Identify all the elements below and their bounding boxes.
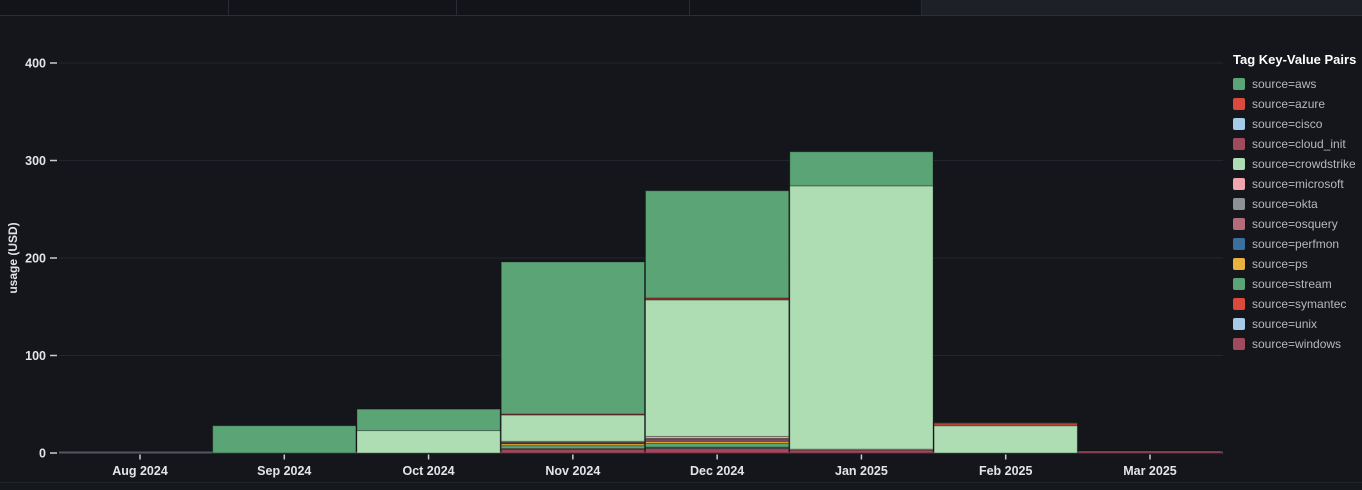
bar-segment-windows[interactable]: [646, 449, 789, 453]
bar-segment-aws[interactable]: [934, 423, 1077, 424]
bar-segment-crowdstrike[interactable]: [934, 426, 1077, 453]
legend-item-windows[interactable]: source=windows: [1233, 334, 1361, 354]
bar-segment-windows[interactable]: [501, 450, 644, 453]
legend-swatch-icon: [1233, 258, 1245, 270]
legend-swatch-icon: [1233, 198, 1245, 210]
legend-item-okta[interactable]: source=okta: [1233, 194, 1361, 214]
legend-swatch-icon: [1233, 238, 1245, 250]
legend-item-microsoft[interactable]: source=microsoft: [1233, 174, 1361, 194]
legend-item-cloud_init[interactable]: source=cloud_init: [1233, 134, 1361, 154]
y-tick-label: 0: [39, 447, 46, 461]
legend-item-label: source=symantec: [1252, 297, 1346, 311]
bar-segment-windows[interactable]: [1078, 451, 1221, 453]
legend-item-ps[interactable]: source=ps: [1233, 254, 1361, 274]
legend-swatch-icon: [1233, 178, 1245, 190]
x-tick-label: Mar 2025: [1123, 464, 1177, 478]
chart-legend: Tag Key-Value Pairs source=aws source=azu…: [1233, 52, 1361, 354]
y-tick-label: 200: [25, 252, 46, 266]
legend-item-stream[interactable]: source=stream: [1233, 274, 1361, 294]
x-tick-label: Jan 2025: [835, 464, 888, 478]
x-tick-label: Feb 2025: [979, 464, 1033, 478]
y-axis-title: usage (USD): [6, 222, 20, 293]
legend-items: source=aws source=azure source=cisco source…: [1233, 74, 1361, 354]
bar-segment-crowdstrike[interactable]: [357, 431, 500, 453]
legend-item-label: source=perfmon: [1252, 237, 1339, 251]
bar-segment-stream[interactable]: [646, 443, 789, 447]
legend-item-label: source=ps: [1252, 257, 1308, 271]
legend-item-azure[interactable]: source=azure: [1233, 94, 1361, 114]
legend-item-label: source=cisco: [1252, 117, 1322, 131]
legend-item-aws[interactable]: source=aws: [1233, 74, 1361, 94]
legend-title: Tag Key-Value Pairs: [1233, 52, 1361, 67]
x-tick-label: Nov 2024: [545, 464, 600, 478]
legend-item-label: source=unix: [1252, 317, 1317, 331]
legend-swatch-icon: [1233, 118, 1245, 130]
x-tick-label: Oct 2024: [403, 464, 455, 478]
bar-segment-aws[interactable]: [646, 191, 789, 298]
legend-swatch-icon: [1233, 158, 1245, 170]
bar-segment-crowdstrike[interactable]: [790, 186, 933, 449]
x-tick-label: Dec 2024: [690, 464, 744, 478]
legend-swatch-icon: [1233, 138, 1245, 150]
legend-swatch-icon: [1233, 278, 1245, 290]
legend-swatch-icon: [1233, 98, 1245, 110]
legend-swatch-icon: [1233, 218, 1245, 230]
legend-item-osquery[interactable]: source=osquery: [1233, 214, 1361, 234]
legend-item-label: source=okta: [1252, 197, 1318, 211]
legend-item-crowdstrike[interactable]: source=crowdstrike: [1233, 154, 1361, 174]
bar-segment-crowdstrike[interactable]: [501, 415, 644, 441]
legend-item-label: source=cloud_init: [1252, 137, 1346, 151]
bar-segment-aws[interactable]: [501, 262, 644, 414]
legend-item-symantec[interactable]: source=symantec: [1233, 294, 1361, 314]
bar-segment-aws[interactable]: [790, 152, 933, 186]
legend-item-cisco[interactable]: source=cisco: [1233, 114, 1361, 134]
y-tick-label: 400: [25, 57, 46, 71]
bar-segment-aws[interactable]: [213, 426, 356, 453]
legend-item-perfmon[interactable]: source=perfmon: [1233, 234, 1361, 254]
legend-item-label: source=microsoft: [1252, 177, 1344, 191]
legend-item-label: source=crowdstrike: [1252, 157, 1356, 171]
legend-swatch-icon: [1233, 318, 1245, 330]
legend-item-label: source=osquery: [1252, 217, 1338, 231]
bar-segment-crowdstrike[interactable]: [646, 300, 789, 437]
legend-item-label: source=windows: [1252, 337, 1341, 351]
y-tick-label: 300: [25, 154, 46, 168]
bar-segment-aws[interactable]: [357, 409, 500, 430]
x-tick-label: Aug 2024: [112, 464, 168, 478]
legend-item-label: source=aws: [1252, 77, 1316, 91]
legend-swatch-icon: [1233, 338, 1245, 350]
y-tick-label: 100: [25, 349, 46, 363]
legend-item-unix[interactable]: source=unix: [1233, 314, 1361, 334]
legend-item-label: source=stream: [1252, 277, 1332, 291]
x-tick-label: Sep 2024: [257, 464, 311, 478]
legend-swatch-icon: [1233, 298, 1245, 310]
legend-item-label: source=azure: [1252, 97, 1325, 111]
legend-swatch-icon: [1233, 78, 1245, 90]
